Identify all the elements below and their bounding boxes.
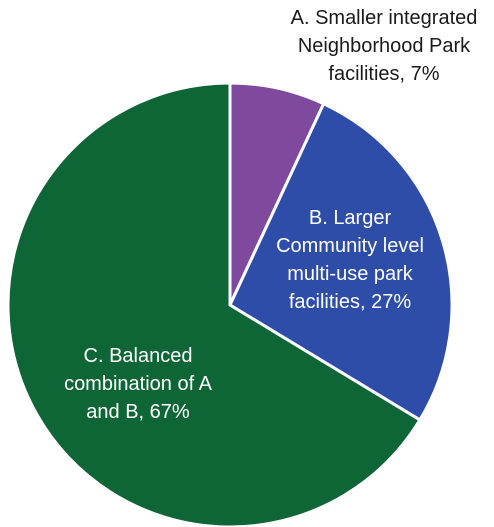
slice-label-1: A. Smaller integrated Neighborhood Park fa… <box>291 7 478 85</box>
slice-label-1-line-2: Neighborhood Park <box>298 35 471 57</box>
slice-label-3-line-3: and B, 67% <box>86 401 190 423</box>
slice-label-2-line-4: facilities, 27% <box>289 291 411 313</box>
slice-label-3-line-2: combination of A <box>64 373 213 395</box>
slice-label-2: B. Larger Community level multi-use park fa… <box>276 207 424 313</box>
pie-labels: A. Smaller integrated Neighborhood Park fa… <box>64 7 477 423</box>
slice-label-3-line-1: C. Balanced <box>84 345 193 367</box>
slice-label-1-line-1: A. Smaller integrated <box>291 7 478 29</box>
pie-slice-3 <box>6 81 422 527</box>
pie-slice-2 <box>228 101 454 423</box>
slice-label-2-line-2: Community level <box>276 235 424 257</box>
pie-slices <box>6 81 454 527</box>
slice-label-2-line-1: B. Larger <box>309 207 392 229</box>
slice-label-2-line-3: multi-use park <box>287 263 414 285</box>
slice-label-1-line-3: facilities, 7% <box>328 63 439 85</box>
slice-label-3: C. Balanced combination of A and B, 67% <box>64 345 213 423</box>
